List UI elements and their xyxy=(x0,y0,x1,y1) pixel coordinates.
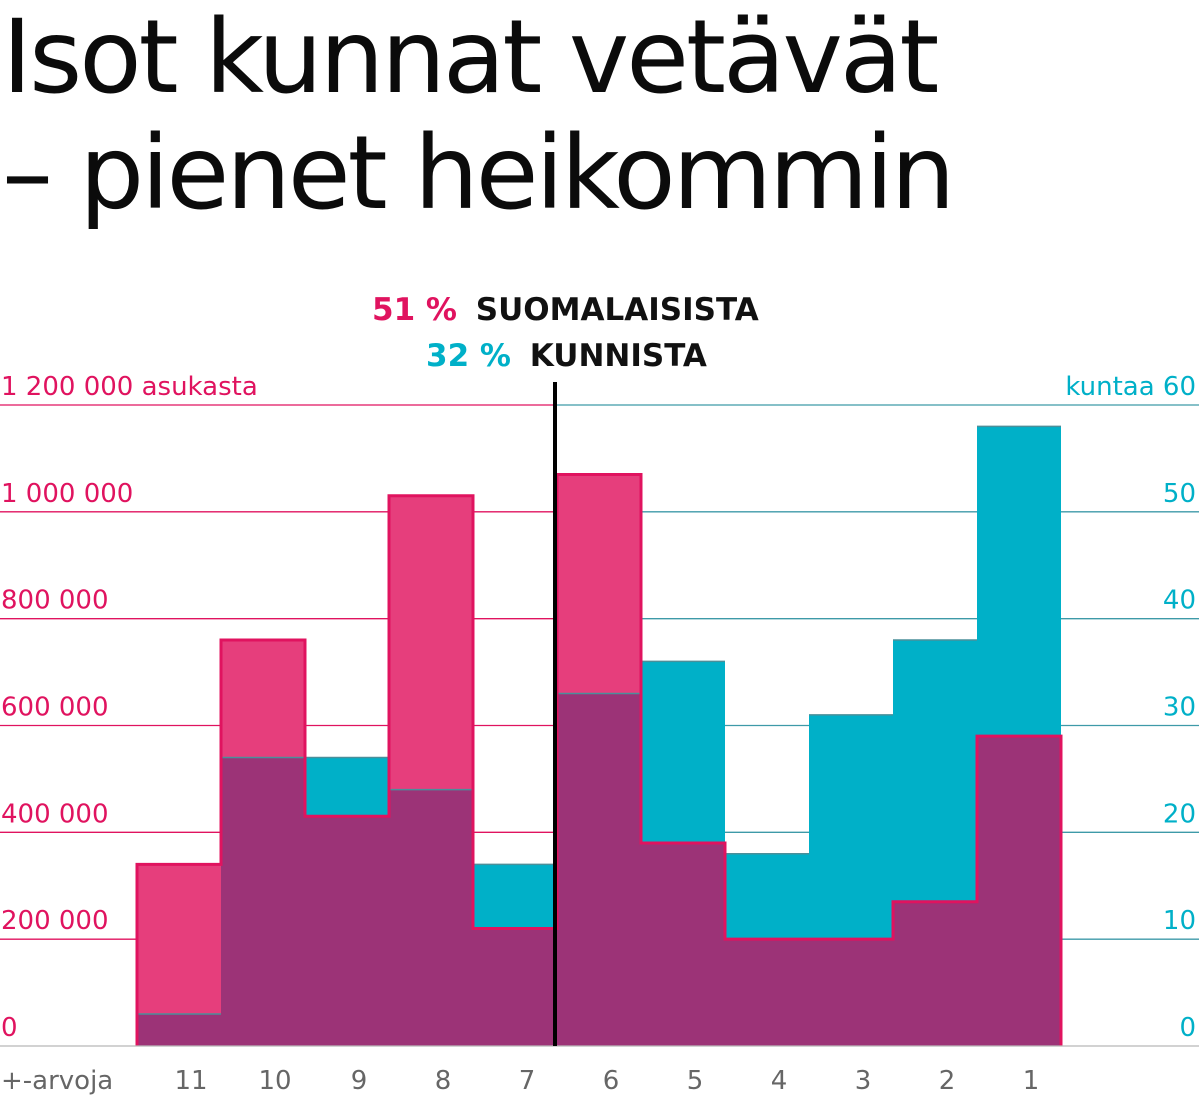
bar-upper-10 xyxy=(221,640,305,758)
bar-upper-4 xyxy=(725,853,809,940)
bar-overlap-7 xyxy=(473,928,557,1046)
title-line-2: – pienet heikommin xyxy=(2,114,955,233)
right-axis-label-3: 30 xyxy=(1163,693,1196,723)
bar-overlap-3 xyxy=(809,939,893,1046)
x-tick-11: 11 xyxy=(174,1066,207,1096)
annotation-2-text: KUNNISTA xyxy=(530,338,707,374)
bar-overlap-1 xyxy=(977,736,1061,1046)
x-tick-10: 10 xyxy=(258,1066,291,1096)
x-axis-labels: +-arvoja 11 10 9 8 7 6 5 4 3 2 1 xyxy=(1,1066,1039,1096)
left-axis-labels: 0 200 000 400 000 600 000 800 000 1 000 000 1 … xyxy=(1,372,258,1043)
bar-upper-1 xyxy=(977,426,1061,737)
right-axis-label-2: 20 xyxy=(1163,799,1196,829)
x-tick-4: 4 xyxy=(771,1066,788,1096)
bar-overlap-9 xyxy=(305,816,389,1046)
bar-upper-3 xyxy=(809,714,893,940)
annotation-line-2: 32 % KUNNISTA xyxy=(426,338,707,374)
left-axis-label-6: 1 200 000 asukasta xyxy=(1,372,258,402)
annotation-line-1: 51 % SUOMALAISISTA xyxy=(372,292,759,328)
annotation-1-value: 51 % xyxy=(372,292,457,328)
bar-overlap-10 xyxy=(221,757,305,1046)
bar-upper-11 xyxy=(137,864,221,1014)
right-axis-label-4: 40 xyxy=(1163,586,1196,616)
bar-upper-8 xyxy=(389,495,473,790)
left-axis-label-5: 1 000 000 xyxy=(1,479,133,509)
left-axis-label-1: 200 000 xyxy=(1,906,109,936)
bar-overlap-8 xyxy=(389,789,473,1046)
x-tick-8: 8 xyxy=(435,1066,452,1096)
x-axis-title: +-arvoja xyxy=(1,1066,113,1096)
x-tick-1: 1 xyxy=(1023,1066,1040,1096)
annotation-2-value: 32 % xyxy=(426,338,511,374)
left-axis-label-0: 0 xyxy=(1,1013,18,1043)
chart-title: Isot kunnat vetävät – pienet heikommin xyxy=(2,0,955,233)
annotation-1-text: SUOMALAISISTA xyxy=(476,292,759,328)
bar-upper-9 xyxy=(305,757,389,817)
bar-overlap-11 xyxy=(137,1013,221,1046)
bar-overlap-4 xyxy=(725,939,809,1046)
bar-upper-5 xyxy=(641,661,725,844)
chart-bars xyxy=(137,425,1061,1046)
bar-upper-6 xyxy=(557,474,641,694)
title-line-1: Isot kunnat vetävät xyxy=(2,0,939,117)
x-tick-6: 6 xyxy=(603,1066,620,1096)
x-tick-3: 3 xyxy=(855,1066,872,1096)
right-axis-label-0: 0 xyxy=(1179,1013,1196,1043)
right-axis-label-5: 50 xyxy=(1163,479,1196,509)
right-axis-label-6: kuntaa 60 xyxy=(1065,372,1196,402)
x-tick-5: 5 xyxy=(687,1066,704,1096)
right-axis-labels: 0 10 20 30 40 50 kuntaa 60 xyxy=(1065,372,1196,1043)
bar-upper-2 xyxy=(893,640,977,902)
left-axis-label-4: 800 000 xyxy=(1,586,109,616)
x-tick-9: 9 xyxy=(351,1066,368,1096)
left-axis-label-3: 600 000 xyxy=(1,693,109,723)
bar-overlap-6 xyxy=(557,693,641,1046)
x-tick-7: 7 xyxy=(519,1066,536,1096)
bar-overlap-5 xyxy=(641,843,725,1046)
bar-overlap-2 xyxy=(893,901,977,1046)
left-axis-label-2: 400 000 xyxy=(1,799,109,829)
right-axis-label-1: 10 xyxy=(1163,906,1196,936)
bar-upper-7 xyxy=(473,864,557,929)
x-tick-2: 2 xyxy=(939,1066,956,1096)
